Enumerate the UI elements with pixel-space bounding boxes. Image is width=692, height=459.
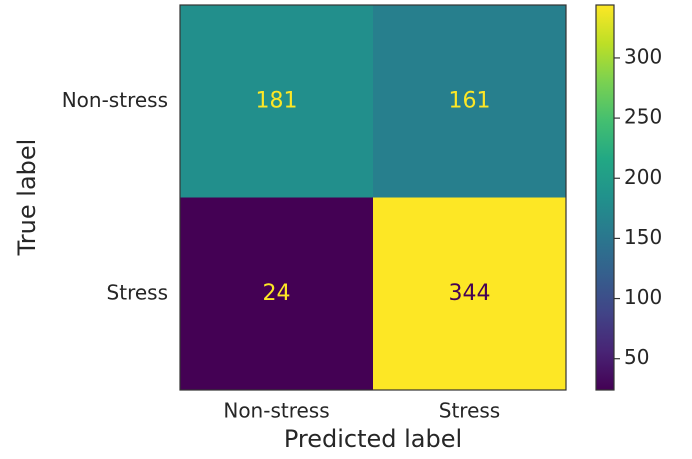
- heatmap-cell: [180, 197, 374, 391]
- y-tick-label: Non-stress: [62, 88, 168, 112]
- x-tick-label: Stress: [439, 399, 500, 423]
- cell-value-label: 161: [449, 88, 491, 113]
- colorbar-tick-label: 150: [624, 225, 662, 249]
- heatmap-cell: [373, 197, 567, 391]
- y-tick-label: Stress: [107, 280, 168, 304]
- colorbar-tick-label: 100: [624, 285, 662, 309]
- x-tick-label: Non-stress: [223, 399, 329, 423]
- x-axis-label: Predicted label: [284, 425, 462, 453]
- heatmap-cell: [180, 5, 374, 198]
- cell-value-label: 344: [449, 281, 491, 306]
- y-axis-label: True label: [13, 139, 41, 257]
- colorbar-tick-label: 50: [624, 345, 649, 369]
- cell-value-label: 24: [263, 281, 291, 306]
- colorbar-tick-label: 300: [624, 44, 662, 68]
- colorbar-tick-label: 250: [624, 105, 662, 129]
- colorbar-tick-label: 200: [624, 165, 662, 189]
- cell-value-label: 181: [256, 88, 298, 113]
- heatmap-frame: [179, 4, 567, 391]
- heatmap-cell: [373, 5, 567, 198]
- colorbar: [595, 4, 615, 391]
